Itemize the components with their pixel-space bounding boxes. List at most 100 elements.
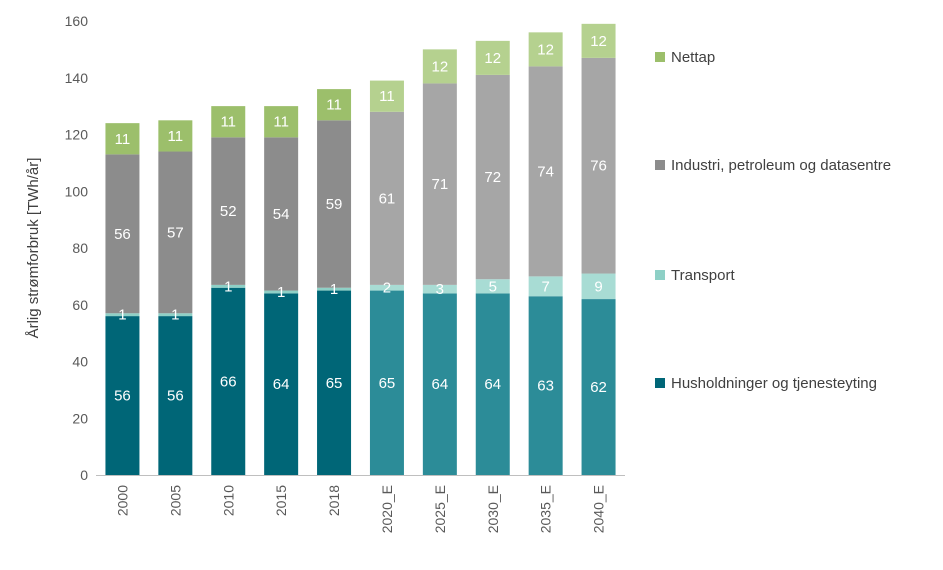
data-label: 59 [326, 196, 343, 213]
x-tick-label: 2035_E [538, 485, 554, 533]
data-label: 64 [432, 376, 449, 393]
data-label: 63 [537, 378, 554, 395]
y-tick-label: 40 [72, 354, 88, 370]
data-label: 56 [114, 388, 131, 405]
data-label: 57 [167, 224, 184, 241]
data-label: 9 [594, 278, 602, 295]
bar-segment [158, 313, 193, 317]
data-label: 1 [330, 281, 338, 298]
x-axis: 2000 2005 2010 2015 2018 2020_E 2025_E 2030_E 20… [96, 475, 625, 533]
bar-segment [369, 111, 404, 285]
bar-segment [581, 57, 616, 274]
x-tick-label: 2005 [167, 485, 183, 516]
legend-label: Nettap [671, 49, 715, 66]
bar-segment [475, 40, 510, 75]
data-label: 52 [220, 203, 237, 220]
data-label: 62 [590, 379, 607, 396]
data-label: 11 [115, 131, 131, 148]
data-label: 11 [273, 114, 289, 131]
data-label: 1 [224, 278, 232, 295]
bar-segment [528, 296, 563, 475]
legend-swatch [655, 52, 665, 62]
bar-segment [264, 293, 299, 475]
bar-segment [369, 80, 404, 112]
x-tick-label: 2010 [220, 485, 236, 516]
data-labels: 5615611561571166152116415411651591165261… [114, 33, 607, 405]
y-axis: 0 20 40 60 80 100 120 140 160 [65, 13, 89, 483]
data-label: 61 [379, 190, 396, 207]
bar-segment [422, 284, 457, 294]
bar-segment [317, 290, 352, 475]
data-label: 12 [432, 58, 449, 75]
data-label: 11 [326, 97, 342, 114]
bar-segment [475, 293, 510, 475]
bar-segment [211, 284, 246, 288]
bar-segment [105, 154, 140, 314]
y-tick-label: 60 [72, 297, 88, 313]
bar-segment [369, 290, 404, 475]
data-label: 72 [484, 169, 501, 186]
bar-segment [264, 106, 299, 138]
x-tick-label: 2040_E [591, 485, 607, 533]
data-label: 12 [484, 50, 501, 67]
bar-segment [211, 287, 246, 475]
bar-segment [264, 290, 299, 294]
bar-segment [158, 316, 193, 475]
bar-segment [581, 299, 616, 475]
bar-segment [264, 137, 299, 291]
bar-segment [211, 106, 246, 138]
data-label: 11 [379, 88, 395, 105]
bars [105, 23, 616, 475]
data-label: 3 [436, 281, 444, 298]
data-label: 74 [537, 163, 554, 180]
legend-label: Husholdninger og tjenesteyting [671, 375, 877, 392]
legend-swatch [655, 270, 665, 280]
y-tick-label: 140 [65, 70, 89, 86]
data-label: 71 [432, 176, 449, 193]
legend-label: Industri, petroleum og datasentre [671, 157, 891, 174]
data-label: 76 [590, 158, 607, 175]
x-tick-label: 2030_E [485, 485, 501, 533]
data-label: 1 [171, 307, 179, 324]
bar-segment [528, 32, 563, 67]
data-label: 12 [590, 33, 607, 50]
data-label: 2 [383, 280, 391, 297]
data-label: 1 [277, 284, 285, 301]
bar-segment [317, 120, 352, 288]
bar-segment [528, 276, 563, 297]
y-tick-label: 20 [72, 410, 88, 426]
legend-swatch [655, 378, 665, 388]
data-label: 64 [484, 376, 501, 393]
bar-segment [211, 137, 246, 285]
bar-segment [475, 74, 510, 280]
bar-segment [422, 49, 457, 84]
bar-segment [369, 284, 404, 291]
y-tick-label: 0 [80, 467, 88, 483]
legend-label: Transport [671, 267, 735, 284]
bar-segment [105, 316, 140, 475]
data-label: 64 [273, 376, 290, 393]
x-tick-label: 2015 [273, 485, 289, 516]
x-tick-label: 2000 [114, 485, 130, 516]
legend: Nettap Industri, petroleum og datasentre T… [655, 49, 891, 392]
bar-segment [581, 273, 616, 300]
x-tick-label: 2018 [326, 485, 342, 516]
bar-segment [528, 66, 563, 277]
bar-segment [422, 83, 457, 285]
bar-segment [581, 23, 616, 58]
bar-segment [158, 151, 193, 314]
data-label: 56 [167, 388, 184, 405]
bar-segment [475, 279, 510, 294]
data-label: 54 [273, 206, 290, 223]
data-label: 11 [168, 128, 184, 145]
data-label: 11 [220, 114, 236, 131]
data-label: 65 [326, 375, 343, 392]
data-label: 7 [541, 278, 549, 295]
bar-segment [158, 120, 193, 152]
data-label: 65 [379, 375, 396, 392]
y-tick-label: 120 [65, 127, 89, 143]
legend-swatch [655, 160, 665, 170]
data-label: 66 [220, 373, 237, 390]
x-tick-label: 2025_E [432, 485, 448, 533]
